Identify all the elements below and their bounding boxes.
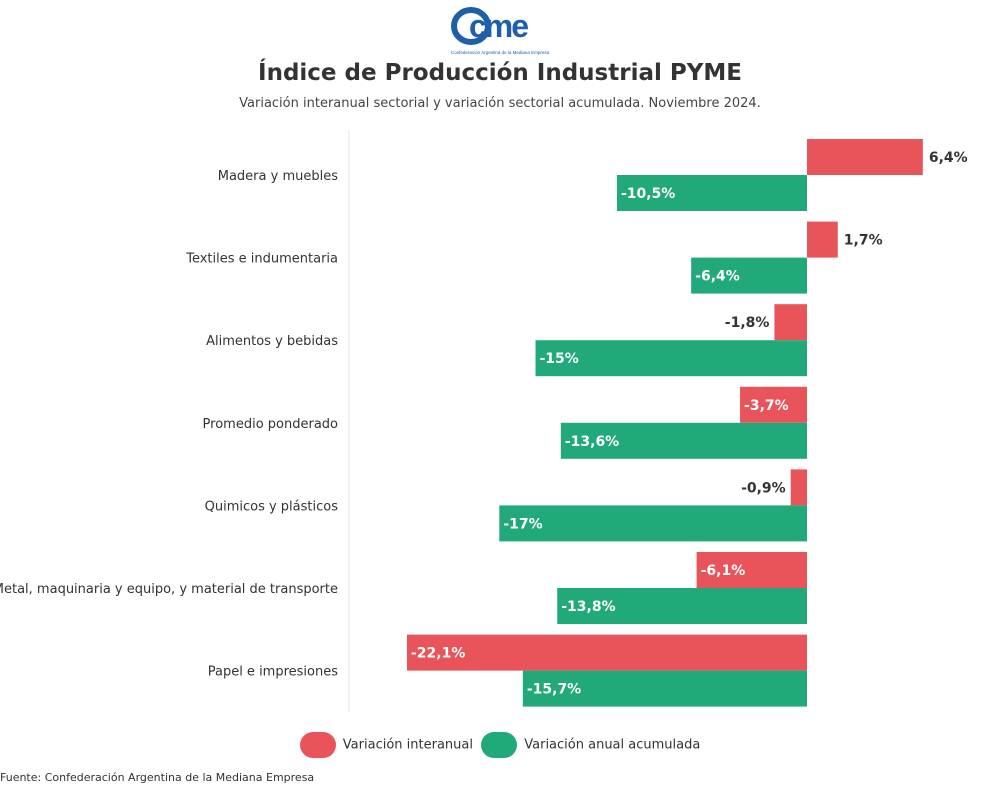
bar-interanual[interactable] [790, 469, 807, 506]
data-label: 1,7% [844, 233, 883, 249]
bar-interanual[interactable] [774, 304, 807, 341]
data-label: -17% [503, 516, 542, 532]
category-label: Promedio ponderado [203, 417, 338, 432]
legend-item-acumulada[interactable]: Variación anual acumulada [481, 732, 700, 758]
bar-acumulada[interactable] [616, 175, 807, 211]
legend: Variación interanual Variación anual acu… [0, 732, 1000, 758]
data-label: -22,1% [411, 646, 465, 662]
logo-text: cme [469, 8, 528, 44]
data-label: -6,4% [695, 269, 740, 285]
bar-interanual[interactable] [406, 634, 807, 671]
legend-label-interanual: Variación interanual [342, 737, 473, 753]
logo-tagline: Confederación Argentina de la Mediana Em… [451, 50, 550, 55]
bar-interanual[interactable] [807, 221, 838, 258]
data-label: -10,5% [621, 186, 675, 202]
data-label: 6,4% [929, 150, 968, 166]
bar-acumulada[interactable] [691, 257, 807, 294]
bar-acumulada[interactable] [557, 588, 807, 624]
data-label: -15% [540, 351, 579, 367]
data-label: -6,1% [701, 563, 746, 579]
bar-interanual[interactable] [740, 386, 807, 423]
category-label: Textiles e indumentaria [185, 252, 338, 267]
bar-acumulada[interactable] [535, 340, 808, 377]
legend-swatch-interanual [299, 732, 336, 758]
legend-swatch-acumulada [481, 732, 518, 758]
category-label: Metal, maquinaria y equipo, y material d… [0, 582, 338, 597]
logo: cme Confederación Argentina de la Median… [0, 4, 1000, 62]
bar-interanual[interactable] [807, 139, 923, 175]
category-label: Alimentos y bebidas [206, 334, 338, 349]
category-label: Papel e impresiones [208, 665, 339, 680]
cme-logo: cme Confederación Argentina de la Median… [451, 7, 550, 55]
legend-label-acumulada: Variación anual acumulada [524, 737, 701, 753]
bar-acumulada[interactable] [499, 505, 807, 542]
legend-item-interanual[interactable]: Variación interanual [299, 732, 473, 758]
data-label: -3,7% [744, 398, 789, 414]
bar-acumulada[interactable] [560, 422, 807, 459]
chart-title: Índice de Producción Industrial PYME [258, 60, 742, 86]
data-label: -13,6% [565, 434, 619, 450]
data-label: -13,8% [561, 599, 615, 615]
category-label: Madera y muebles [218, 169, 338, 184]
data-label: -1,8% [725, 315, 770, 331]
chart-subtitle: Variación interanual sectorial y variaci… [239, 96, 761, 111]
bar-acumulada[interactable] [522, 670, 807, 707]
source-note: Fuente: Confederación Argentina de la Me… [0, 771, 315, 784]
data-label: -15,7% [527, 682, 581, 698]
data-label: -0,9% [741, 480, 786, 496]
bar-interanual[interactable] [696, 552, 807, 588]
category-label: Quimicos y plásticos [205, 499, 339, 514]
